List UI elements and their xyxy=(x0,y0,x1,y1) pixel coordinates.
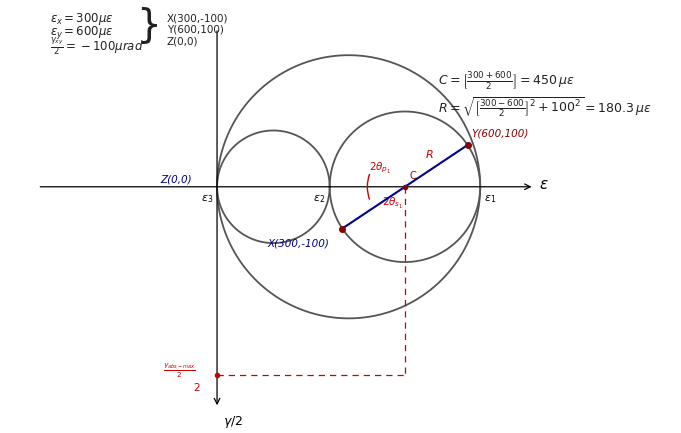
Text: $\frac{\gamma_{abs-max}}{2}$: $\frac{\gamma_{abs-max}}{2}$ xyxy=(163,361,196,380)
Text: Y(600,100): Y(600,100) xyxy=(167,25,224,35)
Text: R: R xyxy=(426,149,434,159)
Text: C: C xyxy=(409,171,416,181)
Text: Z(0,0): Z(0,0) xyxy=(160,174,192,185)
Text: $R = \sqrt{\left[\frac{300-600}{2}\right]^2 + 100^2} = 180.3\,\mu\varepsilon$: $R = \sqrt{\left[\frac{300-600}{2}\right… xyxy=(439,95,652,119)
Text: X(300,-100): X(300,-100) xyxy=(167,13,228,23)
Text: $\varepsilon_2$: $\varepsilon_2$ xyxy=(313,193,326,205)
Text: $\varepsilon_y = 600\mu\varepsilon$: $\varepsilon_y = 600\mu\varepsilon$ xyxy=(50,24,114,41)
Text: $\varepsilon_1$: $\varepsilon_1$ xyxy=(484,193,496,205)
Text: $\frac{\gamma_{xy}}{2} = -100\mu rad$: $\frac{\gamma_{xy}}{2} = -100\mu rad$ xyxy=(50,36,144,58)
Text: $\gamma/2$: $\gamma/2$ xyxy=(223,414,243,430)
Text: Z(0,0): Z(0,0) xyxy=(167,36,198,46)
Text: $\varepsilon_3$: $\varepsilon_3$ xyxy=(201,193,213,205)
Text: }: } xyxy=(136,6,161,44)
Text: 2: 2 xyxy=(193,383,200,393)
Text: $\varepsilon_x = 300\mu\varepsilon$: $\varepsilon_x = 300\mu\varepsilon$ xyxy=(50,11,114,27)
Text: X(300,-100): X(300,-100) xyxy=(268,239,330,249)
Text: $2\theta_{s_1}$: $2\theta_{s_1}$ xyxy=(381,196,403,210)
Text: $2\theta_{p_1}$: $2\theta_{p_1}$ xyxy=(368,160,391,175)
Text: $C = \left[\frac{300+600}{2}\right] = 450\,\mu\varepsilon$: $C = \left[\frac{300+600}{2}\right] = 45… xyxy=(439,70,575,92)
Text: Y(600,100): Y(600,100) xyxy=(472,129,529,139)
Text: $\varepsilon$: $\varepsilon$ xyxy=(539,177,548,192)
